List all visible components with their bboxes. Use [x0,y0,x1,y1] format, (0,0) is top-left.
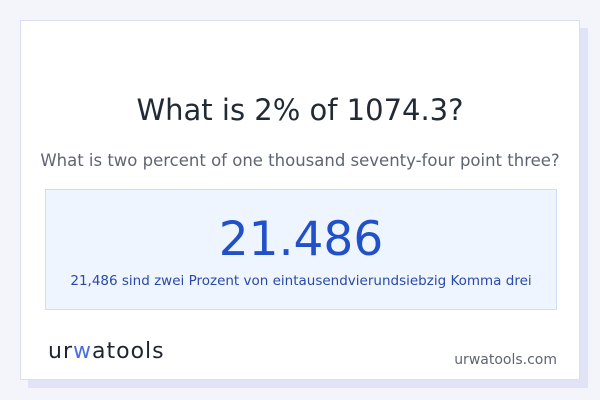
page-title: What is 2% of 1074.3? [136,93,464,127]
logo-text-3: atools [92,339,165,364]
answer-card: What is 2% of 1074.3? What is two percen… [20,20,580,380]
urwatools-logo: urwatools [48,339,165,364]
logo-text-1: ur [48,339,73,364]
logo-text-2: w [73,339,92,364]
page-subtitle: What is two percent of one thousand seve… [40,151,560,170]
site-url: urwatools.com [454,352,557,368]
result-value: 21.486 [218,212,384,267]
result-words: 21,486 sind zwei Prozent von eintausendv… [70,273,532,289]
result-box: 21.486 21,486 sind zwei Prozent von eint… [45,189,557,310]
